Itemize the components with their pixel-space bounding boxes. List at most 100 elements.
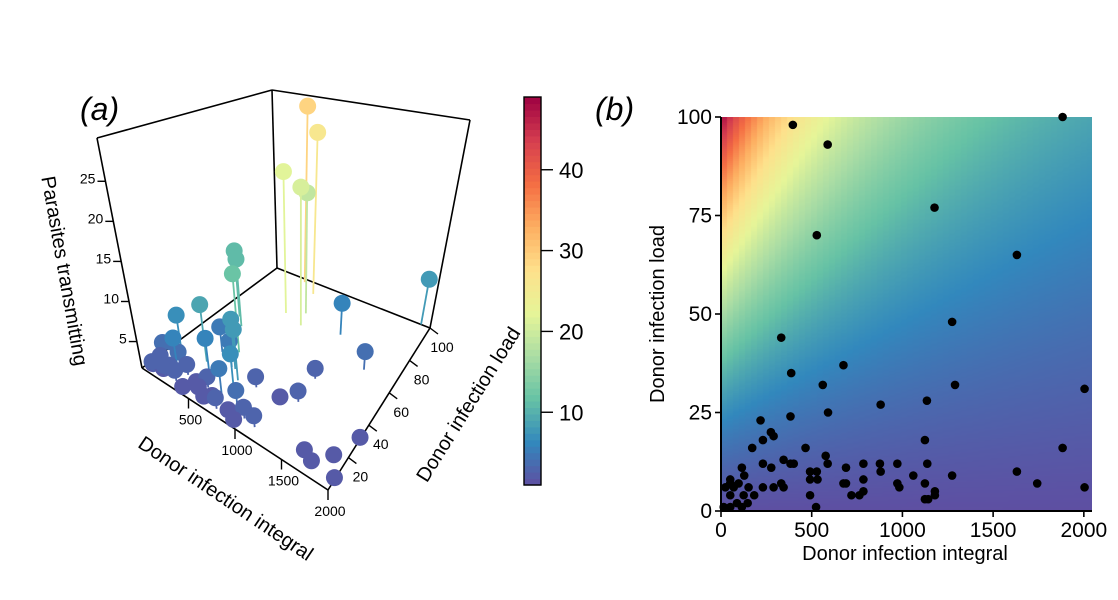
data-point — [167, 306, 185, 324]
data-point — [805, 475, 815, 484]
data-point — [227, 250, 245, 268]
data-point — [223, 265, 241, 283]
colorbar-segment — [524, 109, 541, 117]
data-point — [920, 479, 930, 488]
data-point — [325, 469, 343, 487]
colorbar-segment — [524, 439, 541, 447]
data-point — [821, 451, 830, 461]
data-point — [725, 490, 735, 500]
data-point — [859, 459, 868, 469]
point-stem — [312, 132, 319, 294]
x-tick-label: 1500 — [970, 519, 1017, 542]
data-point — [1012, 250, 1022, 260]
y-tick-label: 40 — [373, 436, 389, 452]
y-tick — [429, 327, 439, 335]
colorbar-segment — [524, 342, 541, 350]
data-point — [947, 317, 957, 327]
colorbar-segment — [524, 142, 541, 150]
colorbar-segment — [524, 122, 541, 130]
z-tick-label: 5 — [119, 331, 127, 347]
colorbar-segment — [524, 174, 541, 182]
y-tick-label: 60 — [393, 404, 409, 420]
data-point — [823, 140, 832, 149]
data-point — [812, 230, 822, 240]
colorbar-tick-label: 30 — [559, 239, 583, 264]
data-point — [174, 378, 192, 396]
data-point — [950, 380, 960, 390]
colorbar-frame — [523, 96, 542, 486]
data-point — [801, 443, 810, 453]
y-tick-label: 0 — [700, 500, 712, 523]
panel-b-y-axis-title: Donor infection load — [647, 225, 669, 403]
data-point — [876, 400, 885, 409]
data-point — [274, 163, 292, 181]
box-edge — [276, 267, 431, 329]
data-point — [333, 294, 351, 312]
colorbar-segment — [524, 310, 541, 318]
colorbar-segment — [524, 478, 541, 486]
data-point — [758, 483, 768, 492]
data-point — [196, 329, 214, 347]
colorbar-segment — [524, 336, 541, 344]
z-tick-label: 15 — [96, 250, 112, 266]
data-point — [289, 382, 307, 400]
x-tick-label: 1500 — [268, 473, 299, 489]
y-tick — [368, 424, 378, 432]
colorbar-segment — [524, 323, 541, 331]
data-point — [930, 203, 939, 212]
x-tick-label: 500 — [794, 519, 829, 542]
data-point — [823, 459, 832, 469]
data-point — [1058, 443, 1067, 453]
x-tick-label: 1000 — [879, 519, 926, 542]
data-point — [947, 471, 957, 480]
colorbar-segment — [524, 239, 541, 247]
colorbar-segment — [524, 349, 541, 357]
data-point — [749, 490, 759, 500]
data-point — [225, 410, 243, 428]
colorbar-segment — [524, 400, 541, 408]
box-edge — [327, 327, 431, 491]
x-tick-label: 500 — [179, 412, 203, 428]
data-point — [779, 455, 788, 465]
data-point — [299, 97, 317, 115]
colorbar-segment — [524, 303, 541, 311]
colorbar-segment — [524, 375, 541, 383]
data-point — [725, 502, 735, 512]
data-point — [813, 475, 822, 484]
data-point — [841, 479, 851, 488]
x-tick-label: 2000 — [314, 503, 345, 519]
data-point — [309, 123, 327, 141]
data-point — [786, 412, 795, 421]
colorbar-segment — [524, 329, 541, 337]
data-point — [1032, 479, 1042, 488]
y-tick-label: 80 — [414, 371, 430, 387]
data-point — [247, 368, 265, 386]
colorbar-segment — [524, 148, 541, 156]
data-point — [210, 360, 228, 378]
colorbar-segment — [524, 181, 541, 189]
colorbar-segment — [524, 206, 541, 214]
data-point — [758, 459, 768, 469]
data-point — [206, 389, 224, 407]
y-tick-label: 100 — [677, 106, 712, 129]
data-point — [1080, 384, 1089, 394]
colorbar-segment — [524, 355, 541, 363]
colorbar-segment — [524, 219, 541, 227]
data-point — [1058, 112, 1067, 122]
data-point — [909, 471, 918, 480]
colorbar-segment — [524, 394, 541, 402]
colorbar-segment — [524, 278, 541, 286]
colorbar-segment — [524, 116, 541, 124]
data-point — [922, 459, 932, 469]
data-point — [756, 416, 765, 425]
colorbar-segment — [524, 194, 541, 202]
data-point — [227, 382, 245, 400]
panel-b-axes: 0 500 1000 1500 2000 0 25 50 75 100 — [677, 106, 1107, 542]
data-point — [818, 380, 828, 390]
y-tick — [347, 457, 357, 465]
data-point — [758, 435, 768, 445]
colorbar-segment — [524, 413, 541, 421]
colorbar-segment — [524, 103, 541, 111]
colorbar-segment — [524, 291, 541, 299]
